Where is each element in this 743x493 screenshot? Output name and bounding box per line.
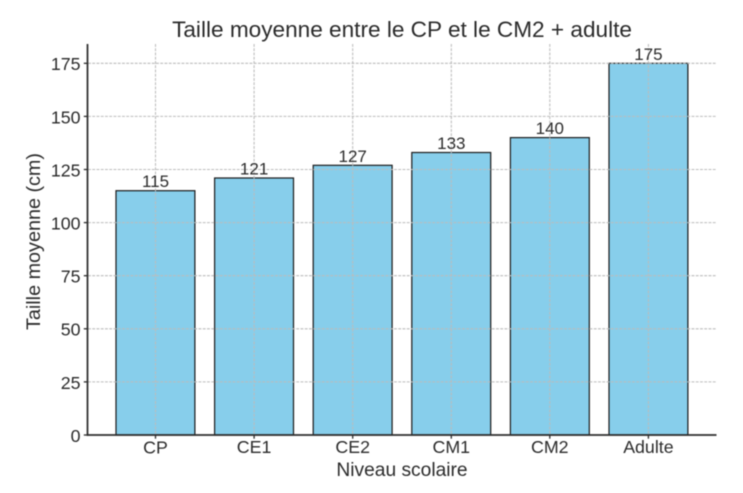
svg-text:175: 175 xyxy=(51,54,81,74)
svg-text:0: 0 xyxy=(71,426,81,446)
svg-text:121: 121 xyxy=(240,160,268,179)
svg-text:CE1: CE1 xyxy=(237,437,272,457)
svg-text:CM2: CM2 xyxy=(531,437,569,457)
svg-text:175: 175 xyxy=(634,45,662,64)
svg-text:50: 50 xyxy=(61,320,81,340)
svg-text:Niveau scolaire: Niveau scolaire xyxy=(336,460,467,481)
svg-text:Taille moyenne entre le CP et: Taille moyenne entre le CP et le CM2 + a… xyxy=(172,17,632,42)
svg-text:133: 133 xyxy=(437,134,465,153)
svg-text:Taille moyenne (cm): Taille moyenne (cm) xyxy=(23,153,45,330)
svg-text:Adulte: Adulte xyxy=(623,437,674,457)
svg-text:140: 140 xyxy=(536,119,564,138)
svg-text:75: 75 xyxy=(61,267,81,287)
svg-text:CP: CP xyxy=(143,437,168,457)
svg-text:CM1: CM1 xyxy=(433,437,471,457)
svg-text:150: 150 xyxy=(51,107,81,127)
svg-text:127: 127 xyxy=(339,147,367,166)
svg-text:125: 125 xyxy=(51,160,81,180)
svg-text:CE2: CE2 xyxy=(335,437,370,457)
svg-text:25: 25 xyxy=(61,373,81,393)
svg-text:115: 115 xyxy=(142,172,169,191)
svg-text:100: 100 xyxy=(51,214,81,234)
